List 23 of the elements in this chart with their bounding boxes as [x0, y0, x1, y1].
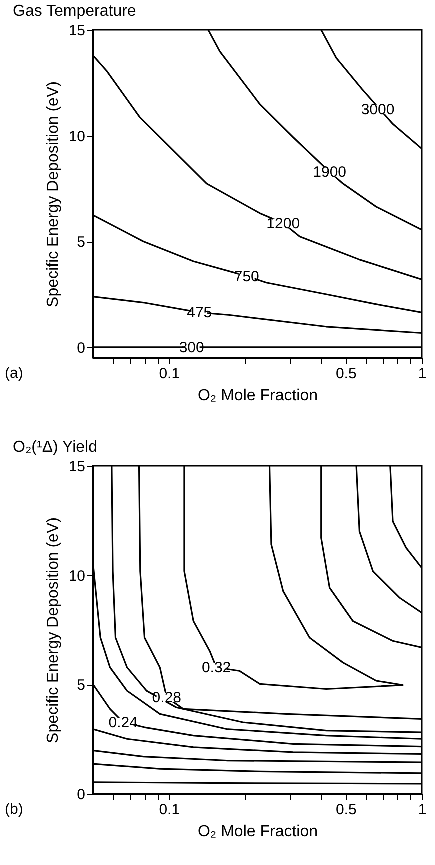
x-tick-label: 0.1: [159, 366, 180, 382]
y-tick-label: 5: [77, 234, 86, 252]
annotation: 3000: [361, 101, 395, 118]
x-tick-label: 0.5: [336, 802, 357, 818]
x-axis-title: O₂ Mole Fraction: [198, 824, 318, 840]
chart-title: O₂(¹Δ) Yield: [13, 439, 98, 456]
y-axis-title: Specific Energy Deposition (eV): [44, 82, 62, 308]
y-tick-label: 0: [77, 786, 86, 804]
y-axis-title: Specific Energy Deposition (eV): [44, 518, 62, 744]
y-tick-label: 5: [77, 677, 86, 694]
chart-title: Gas Temperature: [13, 3, 136, 20]
y-tick-label: 15: [68, 458, 86, 476]
x-tick-label: 1: [418, 366, 427, 382]
x-tick-label: 1: [418, 802, 427, 818]
y-tick-label: 10: [68, 568, 86, 585]
y-tick-label: 15: [68, 22, 86, 40]
text: (b): [5, 801, 24, 818]
x-tick-label: 0.1: [159, 802, 180, 818]
x-tick-label: 0.5: [336, 366, 357, 382]
x-axis-title: O₂ Mole Fraction: [198, 388, 318, 404]
text: (a): [5, 365, 24, 382]
y-tick-label: 10: [68, 128, 86, 146]
y-tick-label: 0: [77, 340, 86, 357]
